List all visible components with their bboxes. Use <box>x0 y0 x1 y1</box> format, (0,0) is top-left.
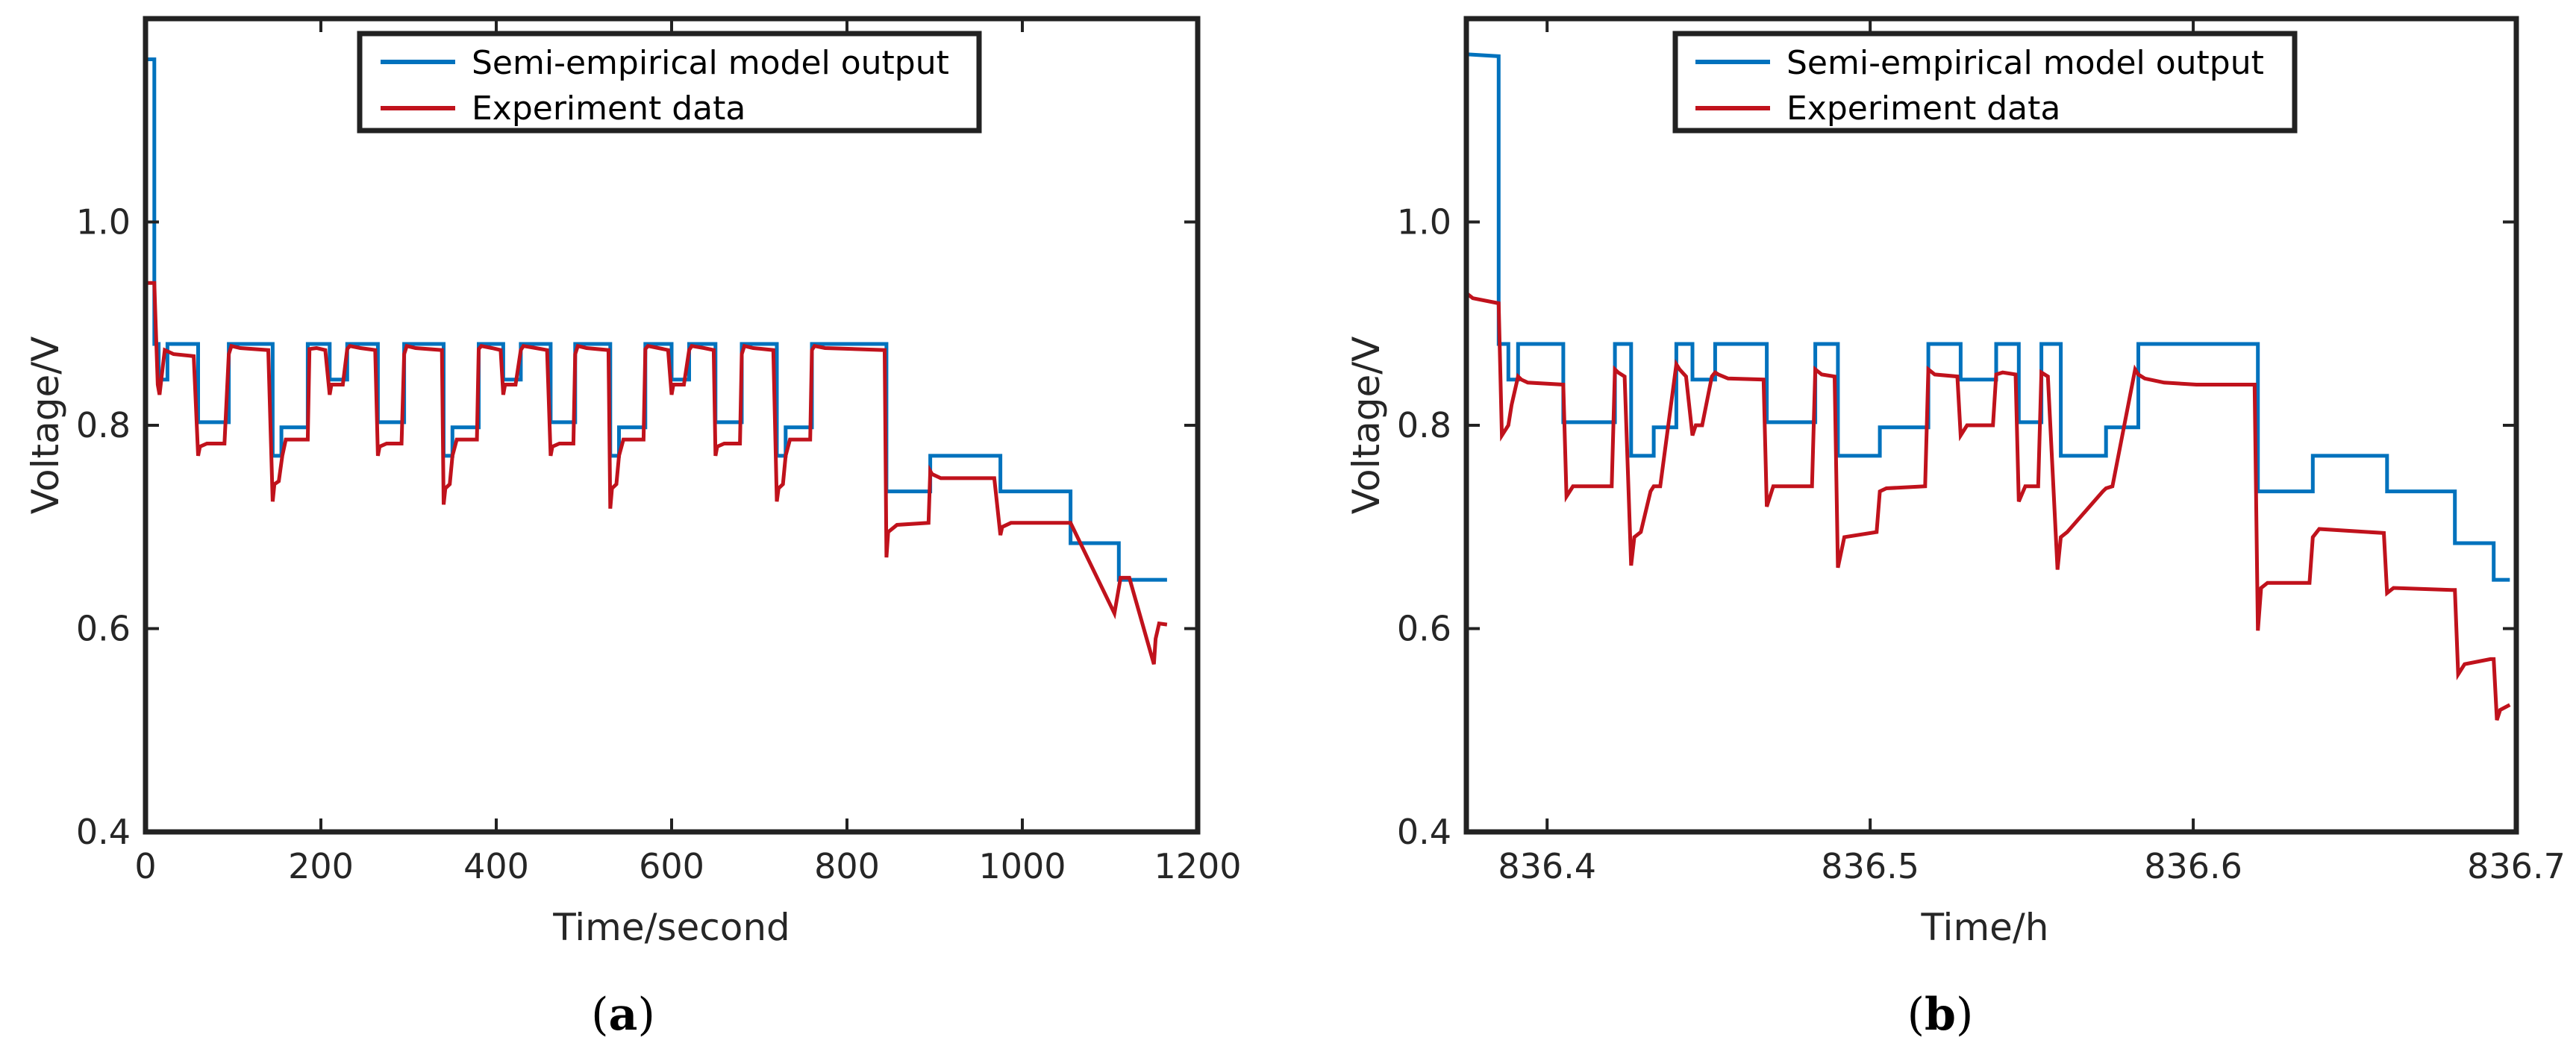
panel-a-ytick-label: 1.0 <box>76 202 131 242</box>
panel-a: 0.4 0.6 0.8 1.0 0 200 400 600 800 1000 1200 Volta… <box>24 16 1242 949</box>
caption-b: (b) <box>1907 989 1974 1041</box>
caption-a-close: ) <box>637 989 654 1041</box>
panel-b-tick-marks <box>1466 19 2518 833</box>
panel-a-series-model-output <box>146 57 1167 582</box>
panel-b-legend-box <box>1672 31 2298 134</box>
panel-a-xtick-label: 1200 <box>1154 846 1241 886</box>
panel-a-ytick-label: 0.4 <box>76 812 131 852</box>
panel-b-ylabel: Voltage/V <box>1345 336 1388 515</box>
panel-a-xtick-label: 0 <box>134 846 156 886</box>
panel-b-xtick-label: 836.7 <box>2467 846 2566 886</box>
panel-b-ytick-label: 1.0 <box>1397 202 1451 242</box>
panel-a-legend: Semi-empirical model output Experiment d… <box>357 31 982 134</box>
caption-b-close: ) <box>1956 989 1973 1041</box>
caption-a-open: ( <box>591 989 608 1041</box>
panel-a-xtick-label: 800 <box>814 846 880 886</box>
caption-b-open: ( <box>1907 989 1925 1041</box>
panel-b-xtick-label: 836.6 <box>2144 846 2242 886</box>
panel-b-xlabel: Time/h <box>1921 906 2049 949</box>
panel-a-legend-box <box>357 31 982 134</box>
panel-a-plot-area <box>146 57 1168 665</box>
panel-b-legend-label-model: Semi-empirical model output <box>1786 44 2264 82</box>
panel-a-xtick-labels: 0 200 400 600 800 1000 1200 <box>134 846 1241 886</box>
panel-b-ytick-label: 0.8 <box>1397 405 1451 445</box>
panel-a-ytick-label: 0.6 <box>76 609 131 649</box>
panel-a-series-experiment-data <box>146 281 1168 665</box>
panel-a-xtick-label: 200 <box>288 846 354 886</box>
panel-b-xtick-label: 836.4 <box>1498 846 1596 886</box>
caption-b-letter: b <box>1925 989 1956 1041</box>
caption-a-letter: a <box>609 989 638 1041</box>
panel-a-axes-frame <box>143 16 1201 835</box>
panel-a-legend-label-model: Semi-empirical model output <box>472 44 949 82</box>
panel-a-ytick-label: 0.8 <box>76 405 131 445</box>
panel-b: 0.4 0.6 0.8 1.0 836.4 836.5 836.6 836.7 Voltag… <box>1345 16 2566 949</box>
panel-b-xtick-labels: 836.4 836.5 836.6 836.7 <box>1498 846 2565 886</box>
panel-a-tick-marks <box>144 19 1199 833</box>
panel-b-legend: Semi-empirical model output Experiment d… <box>1672 31 2298 134</box>
caption-a: (a) <box>591 989 655 1041</box>
panel-b-ytick-label: 0.4 <box>1397 812 1451 852</box>
panel-a-ylabel: Voltage/V <box>24 336 67 515</box>
panel-a-xtick-label: 600 <box>639 846 704 886</box>
panel-b-ytick-label: 0.6 <box>1397 609 1451 649</box>
panel-a-xtick-label: 1000 <box>978 846 1066 886</box>
panel-b-legend-label-experiment: Experiment data <box>1786 90 2060 128</box>
panel-b-ytick-labels: 0.4 0.6 0.8 1.0 <box>1397 202 1451 853</box>
panel-a-legend-label-experiment: Experiment data <box>472 90 745 128</box>
panel-a-xlabel: Time/second <box>552 906 790 949</box>
panel-a-xtick-label: 400 <box>463 846 529 886</box>
panel-a-ytick-labels: 0.4 0.6 0.8 1.0 <box>76 202 131 853</box>
panel-b-plot-area <box>1465 52 2511 721</box>
panel-b-series-experiment-data <box>1465 291 2511 721</box>
panel-b-xtick-label: 836.5 <box>1821 846 1919 886</box>
